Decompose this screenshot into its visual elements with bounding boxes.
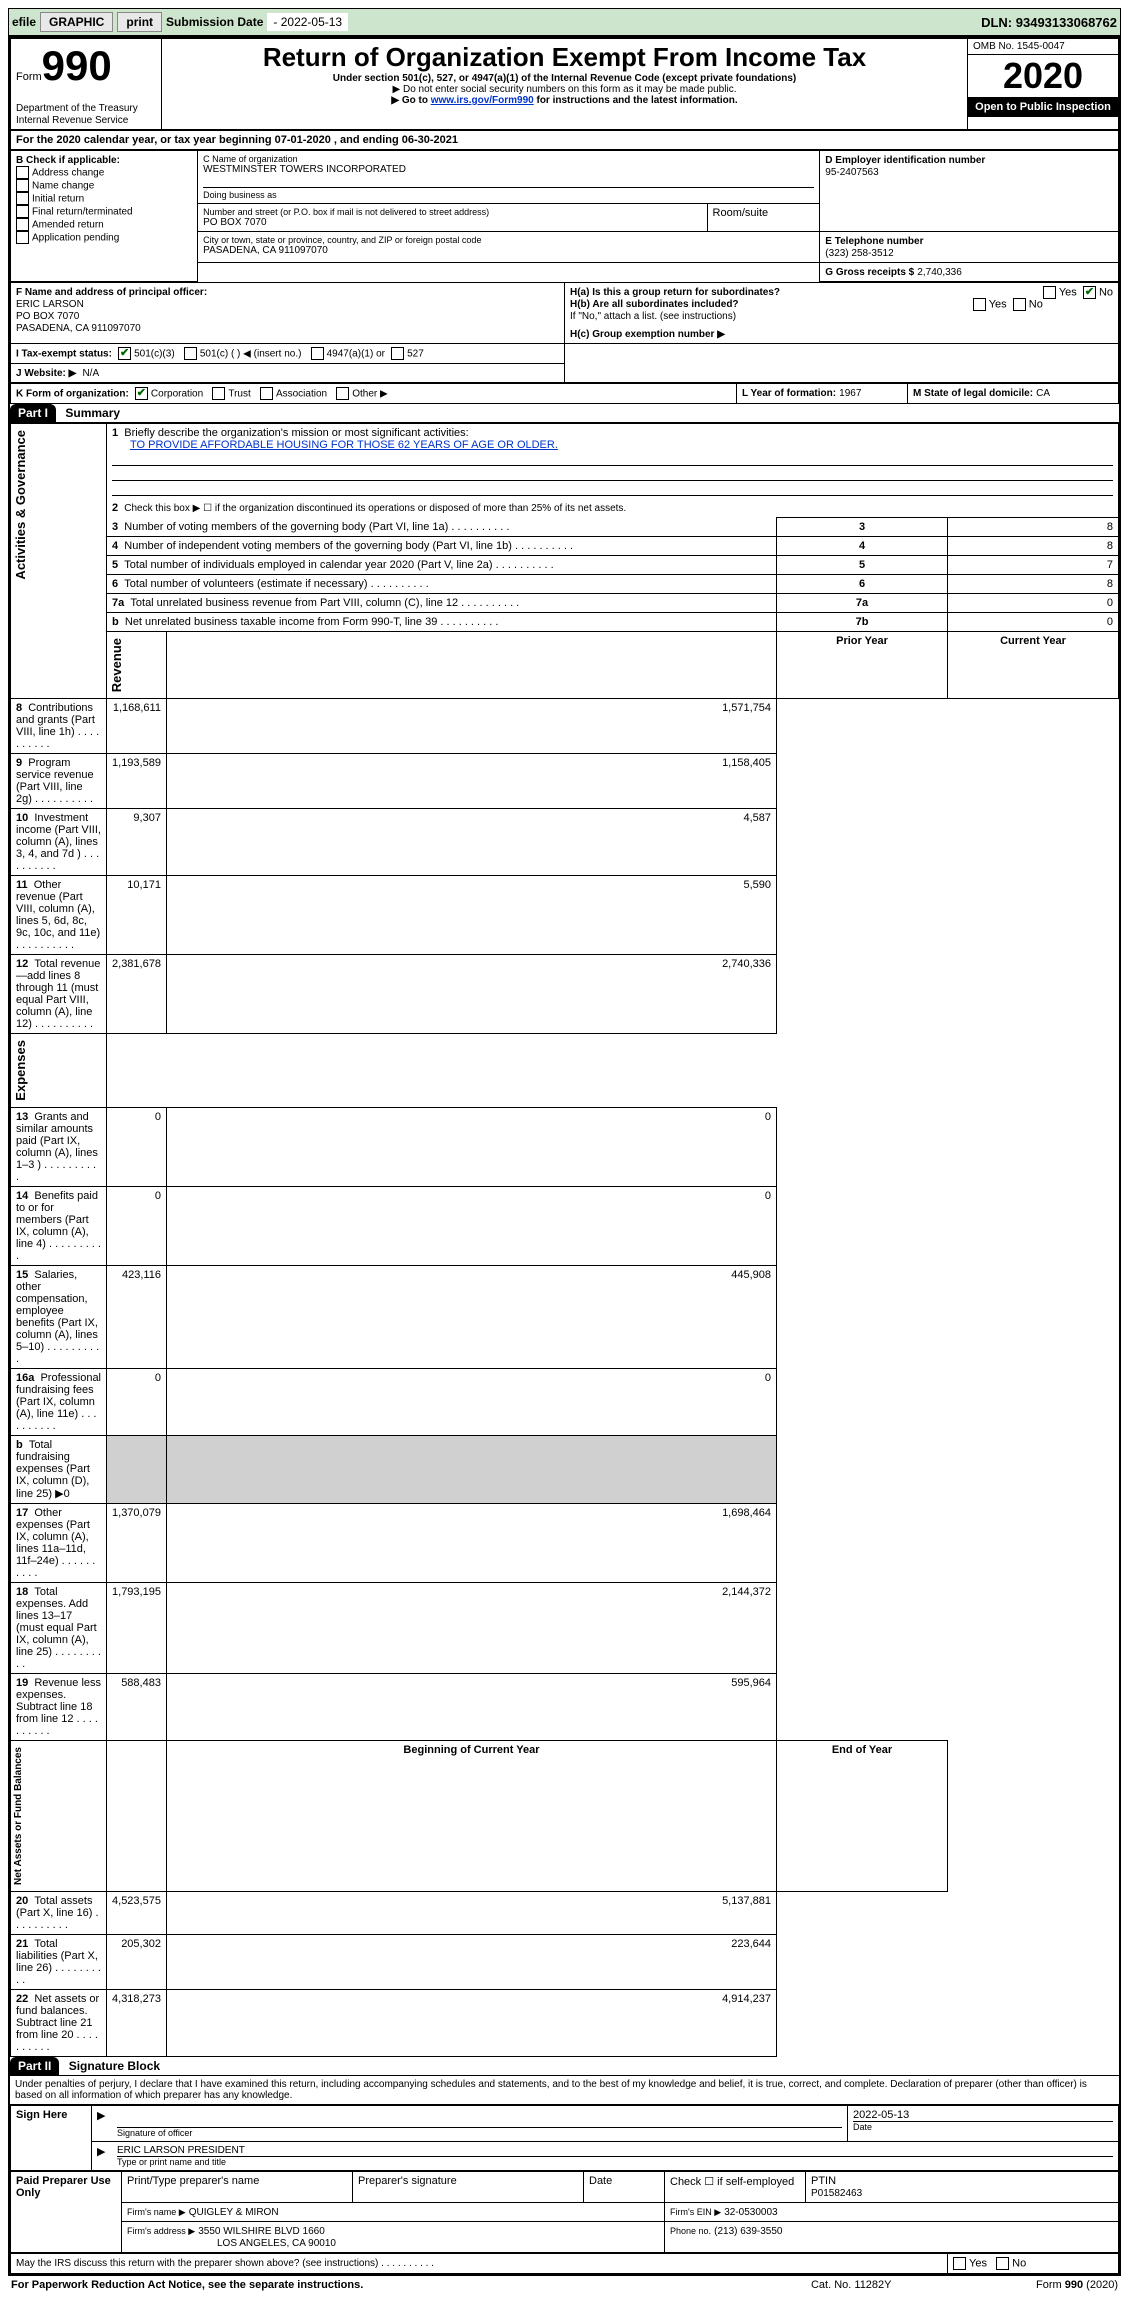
year-formation: 1967 <box>839 388 861 399</box>
footer-pra: For Paperwork Reduction Act Notice, see … <box>10 2278 762 2292</box>
firm-phone: (213) 639-3550 <box>714 2226 782 2237</box>
cb-trust[interactable] <box>212 387 225 400</box>
cb-initial-return[interactable] <box>16 192 29 205</box>
table-row: 20 Total assets (Part X, line 16)4,523,5… <box>11 1891 1119 1934</box>
side-expenses: Expenses <box>11 1034 30 1107</box>
part1-label: Part I <box>10 404 56 422</box>
cb-amended[interactable] <box>16 218 29 231</box>
top-toolbar: efile GRAPHIC print Submission Date - 20… <box>8 8 1121 36</box>
table-row: 10 Investment income (Part VIII, column … <box>11 809 1119 876</box>
cb-501c3[interactable] <box>118 347 131 360</box>
cb-app-pending[interactable] <box>16 231 29 244</box>
cb-discuss-no[interactable] <box>996 2257 1009 2270</box>
form-container: Form990 Department of the Treasury Inter… <box>8 36 1121 2276</box>
table-row: 15 Salaries, other compensation, employe… <box>11 1265 1119 1368</box>
preparer-table: Paid Preparer Use Only Print/Type prepar… <box>10 2171 1119 2253</box>
part2-label: Part II <box>10 2057 59 2075</box>
cb-hb-yes[interactable] <box>973 298 986 311</box>
table-row: 22 Net assets or fund balances. Subtract… <box>11 1989 1119 2056</box>
cb-final-return[interactable] <box>16 205 29 218</box>
table-row: 14 Benefits paid to or for members (Part… <box>11 1186 1119 1265</box>
cb-ha-yes[interactable] <box>1043 286 1056 299</box>
graphic-button[interactable]: GRAPHIC <box>40 12 113 32</box>
title-cell: Return of Organization Exempt From Incom… <box>162 39 968 130</box>
print-button[interactable]: print <box>117 12 162 32</box>
signature-date: 2022-05-13 <box>853 2109 1113 2121</box>
officer-name: ERIC LARSON <box>16 299 84 310</box>
table-row: 21 Total liabilities (Part X, line 26)20… <box>11 1934 1119 1989</box>
side-governance: Activities & Governance <box>11 424 30 586</box>
signature-table: Sign Here ▶ Signature of officer 2022-05… <box>10 2105 1119 2171</box>
cb-4947[interactable] <box>311 347 324 360</box>
footer-cat: Cat. No. 11282Y <box>764 2278 939 2292</box>
dln: DLN: 93493133068762 <box>981 15 1117 30</box>
submission-label: Submission Date <box>166 15 263 29</box>
table-row: 3 Number of voting members of the govern… <box>11 518 1119 537</box>
cb-501c[interactable] <box>184 347 197 360</box>
table-row: 13 Grants and similar amounts paid (Part… <box>11 1107 1119 1186</box>
gross-receipts: 2,740,336 <box>917 267 962 278</box>
table-row: 19 Revenue less expenses. Subtract line … <box>11 1673 1119 1740</box>
table-row: 7a Total unrelated business revenue from… <box>11 594 1119 613</box>
firm-name: QUIGLEY & MIRON <box>189 2207 279 2218</box>
cb-other[interactable] <box>336 387 349 400</box>
entity-info: B Check if applicable: Address change Na… <box>10 150 1119 282</box>
side-revenue: Revenue <box>107 632 126 698</box>
firm-address2: LOS ANGELES, CA 90010 <box>217 2238 336 2249</box>
cb-527[interactable] <box>391 347 404 360</box>
page-title: Return of Organization Exempt From Incom… <box>167 42 962 73</box>
cb-discuss-yes[interactable] <box>953 2257 966 2270</box>
cb-hb-no[interactable] <box>1013 298 1026 311</box>
check-if-applicable: B Check if applicable: Address change Na… <box>11 151 198 282</box>
cb-corp[interactable] <box>135 387 148 400</box>
telephone: (323) 258-3512 <box>825 248 893 259</box>
table-row: 4 Number of independent voting members o… <box>11 537 1119 556</box>
street-address: PO BOX 7070 <box>203 217 701 228</box>
table-row: 6 Total number of volunteers (estimate i… <box>11 575 1119 594</box>
firm-address1: 3550 WILSHIRE BLVD 1660 <box>198 2226 325 2237</box>
efile-label: efile <box>12 15 36 29</box>
website: N/A <box>82 368 99 379</box>
part1-table: Activities & Governance 1 Briefly descri… <box>10 423 1119 2057</box>
table-row: 16a Professional fundraising fees (Part … <box>11 1368 1119 1435</box>
form990-link[interactable]: www.irs.gov/Form990 <box>431 95 534 106</box>
ein: 95-2407563 <box>825 167 878 178</box>
table-row: 9 Program service revenue (Part VIII, li… <box>11 754 1119 809</box>
penalties-text: Under penalties of perjury, I declare th… <box>10 2076 1119 2105</box>
table-row: 8 Contributions and grants (Part VIII, l… <box>11 699 1119 754</box>
firm-ein: 32-0530003 <box>724 2207 777 2218</box>
table-row: b Net unrelated business taxable income … <box>11 613 1119 632</box>
cb-name-change[interactable] <box>16 179 29 192</box>
table-row: 5 Total number of individuals employed i… <box>11 556 1119 575</box>
officer-typed-name: ERIC LARSON PRESIDENT <box>117 2145 1113 2156</box>
table-row: 12 Total revenue—add lines 8 through 11 … <box>11 955 1119 1034</box>
cb-assoc[interactable] <box>260 387 273 400</box>
table-row: 18 Total expenses. Add lines 13–17 (must… <box>11 1582 1119 1673</box>
org-name: WESTMINSTER TOWERS INCORPORATED <box>203 164 814 175</box>
mission-text: TO PROVIDE AFFORDABLE HOUSING FOR THOSE … <box>130 439 558 451</box>
form-number-cell: Form990 Department of the Treasury Inter… <box>11 39 162 130</box>
year-cell: OMB No. 1545-0047 2020 Open to Public In… <box>968 39 1119 130</box>
table-row: b Total fundraising expenses (Part IX, c… <box>11 1435 1119 1503</box>
table-row: 17 Other expenses (Part IX, column (A), … <box>11 1503 1119 1582</box>
city-state-zip: PASADENA, CA 911097070 <box>203 245 814 256</box>
side-netassets: Net Assets or Fund Balances <box>11 1741 26 1891</box>
officer-group-info: F Name and address of principal officer:… <box>10 282 1119 383</box>
tax-year-line: For the 2020 calendar year, or tax year … <box>11 131 1119 150</box>
header-table: Form990 Department of the Treasury Inter… <box>10 38 1119 130</box>
cb-ha-no[interactable] <box>1083 286 1096 299</box>
ptin: P01582463 <box>811 2188 862 2199</box>
cb-address-change[interactable] <box>16 166 29 179</box>
state-domicile: CA <box>1036 388 1050 399</box>
table-row: 11 Other revenue (Part VIII, column (A),… <box>11 876 1119 955</box>
submission-date: - 2022-05-13 <box>267 13 348 31</box>
